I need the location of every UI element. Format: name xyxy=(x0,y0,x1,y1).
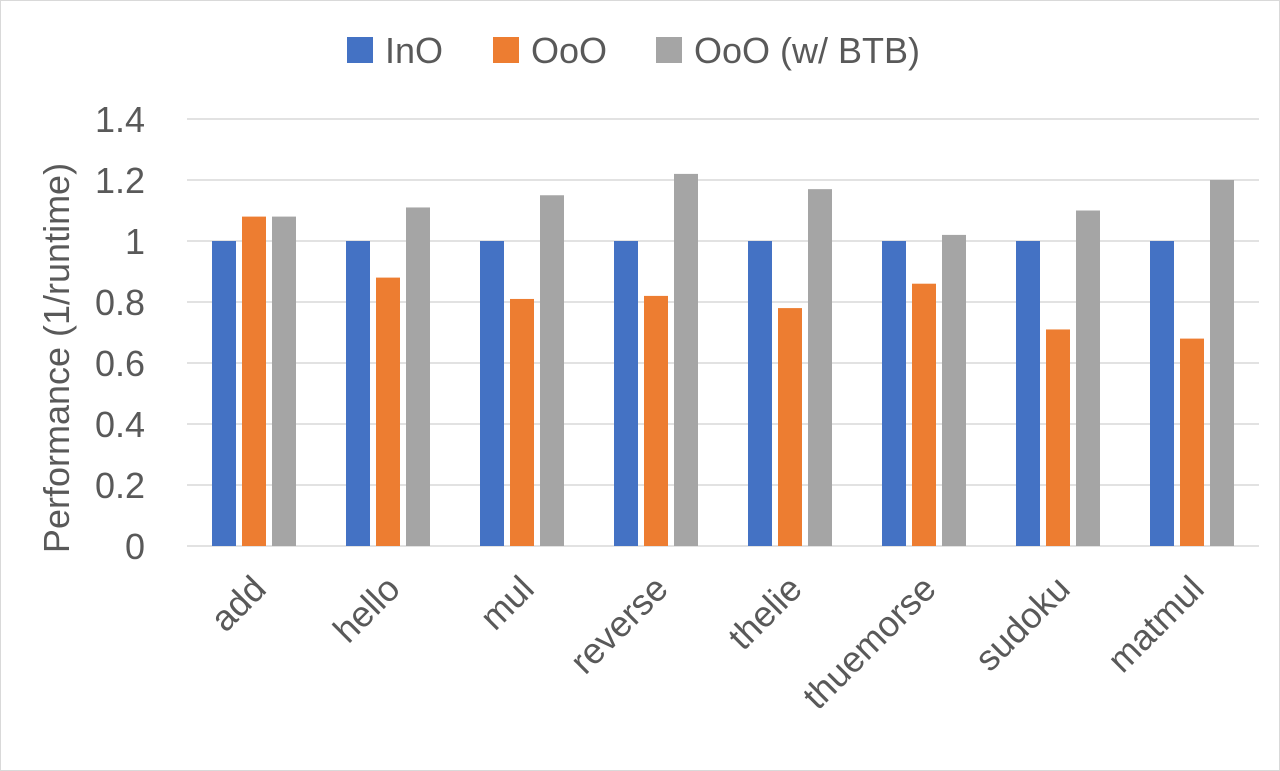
y-tick-label: 0.6 xyxy=(95,343,145,384)
bars xyxy=(212,173,1234,546)
x-tick-label-sudoku: sudoku xyxy=(967,568,1078,679)
bar-ooo-thuemorse xyxy=(912,283,936,546)
y-tick-label: 0.8 xyxy=(95,282,145,323)
x-tick-label-reverse: reverse xyxy=(562,568,676,682)
bar-ino-reverse xyxy=(614,241,638,546)
y-tick-label: 1.4 xyxy=(95,99,145,140)
y-tick-label: 0.2 xyxy=(95,465,145,506)
y-tick-label: 1.2 xyxy=(95,160,145,201)
x-tick-label-thelie: thelie xyxy=(720,568,810,658)
x-tick-label-add: add xyxy=(202,568,273,639)
bar-ooo-add xyxy=(242,216,266,546)
bar-ino-thelie xyxy=(748,241,772,546)
x-tick-label-thuemorse: thuemorse xyxy=(794,568,943,717)
bar-ooo-w-btb-hello xyxy=(406,207,430,546)
x-tick-label-hello: hello xyxy=(325,568,408,651)
bar-ooo-w-btb-sudoku xyxy=(1076,210,1100,546)
bar-ooo-w-btb-reverse xyxy=(674,173,698,546)
bar-ino-thuemorse xyxy=(882,241,906,546)
bar-ooo-matmul xyxy=(1180,338,1204,546)
bar-ino-add xyxy=(212,241,236,546)
bar-ino-matmul xyxy=(1150,241,1174,546)
bar-ooo-hello xyxy=(376,277,400,546)
bar-ino-hello xyxy=(346,241,370,546)
legend-label-0: InO xyxy=(385,30,443,71)
legend-swatch-2 xyxy=(656,37,682,63)
legend-swatch-1 xyxy=(493,37,519,63)
legend-swatch-0 xyxy=(347,37,373,63)
y-tick-label: 1 xyxy=(125,221,145,262)
bar-ooo-thelie xyxy=(778,308,802,546)
bar-ooo-w-btb-add xyxy=(272,216,296,546)
legend: InO OoO OoO (w/ BTB) xyxy=(347,30,920,71)
y-axis-title: Performance (1/runtime) xyxy=(36,163,77,553)
legend-label-2: OoO (w/ BTB) xyxy=(694,30,920,71)
bar-ooo-sudoku xyxy=(1046,329,1070,546)
bar-ooo-w-btb-thuemorse xyxy=(942,234,966,546)
y-tick-label: 0.4 xyxy=(95,404,145,445)
x-tick-label-matmul: matmul xyxy=(1099,568,1211,680)
y-axis-ticks: 0 0.2 0.4 0.6 0.8 1 1.2 1.4 xyxy=(95,99,145,567)
y-tick-label: 0 xyxy=(125,526,145,567)
bar-ino-mul xyxy=(480,241,504,546)
legend-label-1: OoO xyxy=(531,30,607,71)
bar-ooo-w-btb-thelie xyxy=(808,189,832,546)
bar-ino-sudoku xyxy=(1016,241,1040,546)
bar-ooo-w-btb-matmul xyxy=(1210,180,1234,546)
bar-ooo-reverse xyxy=(644,295,668,546)
bar-ooo-w-btb-mul xyxy=(540,195,564,546)
bar-ooo-mul xyxy=(510,298,534,546)
x-tick-label-mul: mul xyxy=(472,568,542,638)
